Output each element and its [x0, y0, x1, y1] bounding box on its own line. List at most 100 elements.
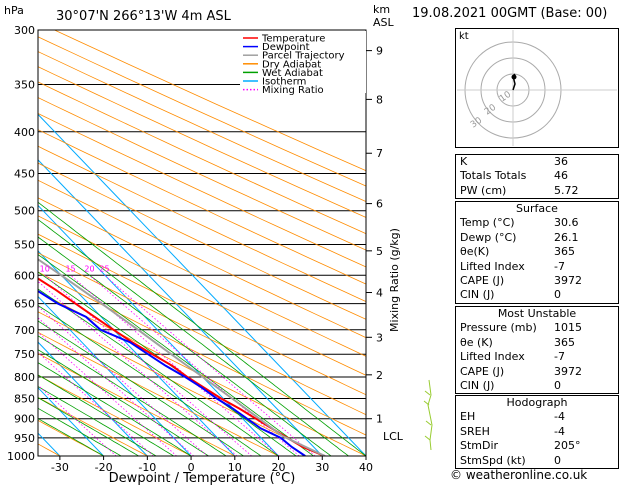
hodograph-frame	[455, 28, 619, 148]
dry-adiabat	[38, 374, 192, 456]
hodo-stmspd: StmSpd (kt) 0	[460, 453, 561, 467]
dry-adiabat	[38, 113, 366, 268]
mixing-ratio-line	[38, 384, 117, 456]
mu-cin: CIN (J) 0	[460, 378, 561, 392]
km-tick-label: 5	[376, 245, 383, 258]
hodograph-table-title: Hodograph	[506, 396, 568, 409]
km-tick-label: 8	[376, 93, 383, 106]
legend-wet-adiabat: Wet Adiabat	[262, 68, 323, 79]
most-unstable-title: Most Unstable	[497, 307, 577, 320]
wind-profile	[423, 379, 433, 451]
pressure-tick-label: 500	[14, 205, 35, 218]
pressure-tick-label: 950	[14, 432, 35, 445]
dry-adiabat	[38, 179, 366, 339]
wet-adiabat	[38, 362, 192, 456]
wind-barb	[423, 400, 430, 406]
x-tick-label: 10	[228, 461, 242, 474]
surface-cin: CIN (J) 0	[460, 288, 561, 302]
wet-adiabat	[38, 271, 297, 456]
dry-adiabat	[38, 66, 366, 218]
location-label: 30°07'N 266°13'W 4m ASL	[56, 9, 232, 24]
surface-title: Surface	[516, 202, 558, 215]
sounding-series	[38, 258, 326, 456]
surface-panel: Surface Temp (°C) 30.6 Dewp (°C) 26.1 θe(K…	[455, 201, 619, 304]
axes: 3003504004505005506006507007508008509009…	[7, 24, 404, 474]
dry-adiabat	[38, 397, 148, 456]
mu-cape: CAPE (J) 3972	[460, 364, 582, 378]
x-tick-label: 40	[359, 461, 373, 474]
mu-pressure: Pressure (mb) 1015	[460, 321, 582, 335]
x-tick-label: -30	[51, 461, 69, 474]
wet-adiabat	[38, 374, 174, 456]
x-tick-label: -10	[138, 461, 156, 474]
hodo-eh: EH -4	[460, 410, 565, 424]
surface-cape: CAPE (J) 3972	[460, 273, 582, 287]
legend-temperature: Temperature	[261, 34, 325, 45]
km-tick-label: 1	[376, 413, 383, 426]
pressure-tick-label: 550	[14, 238, 35, 251]
pressure-tick-label: 650	[14, 298, 35, 311]
dry-adiabat	[54, 30, 366, 172]
plot-frame	[37, 29, 367, 457]
isotherm	[38, 113, 366, 456]
isotherm	[38, 341, 148, 456]
index-totals: Totals Totals 46	[460, 169, 568, 183]
mixing-ratio-label: 15	[65, 264, 75, 273]
wet-adiabat	[38, 201, 366, 456]
index-k: K 36	[460, 155, 568, 168]
dry-adiabat	[38, 162, 366, 320]
pressure-tick-label: 450	[14, 167, 35, 180]
pressure-tick-label: 400	[14, 126, 35, 139]
indices-panel: K 36 Totals Totals 46 PW (cm) 5.72	[455, 154, 619, 200]
mu-thetae: θe (K) 365	[460, 335, 575, 349]
dry-adiabat	[38, 233, 366, 396]
footer-credit: © weatheronline.co.uk	[450, 468, 588, 482]
wind-barb	[424, 435, 431, 441]
pressure-tick-label: 700	[14, 324, 35, 337]
temperature-line	[38, 277, 326, 456]
isotherm	[38, 250, 236, 456]
hodograph-storm-marker	[511, 74, 517, 80]
parcel-trajectory-line	[38, 258, 326, 456]
dry-adiabat	[38, 215, 366, 376]
mixing-ratio-label: 10	[40, 264, 50, 273]
mixing-ratio-label: 25	[99, 264, 109, 273]
wet-adiabat	[38, 407, 122, 456]
pressure-tick-label: 1000	[7, 450, 35, 463]
mixing-ratio-label: 20	[84, 264, 94, 273]
mu-lifted-index: Lifted Index -7	[460, 350, 565, 364]
dry-adiabat	[38, 252, 366, 416]
mixing-ratio-line	[44, 274, 252, 456]
wet-adiabat	[38, 386, 157, 456]
pressure-unit: hPa	[4, 4, 24, 17]
hodograph-unit: kt	[459, 31, 469, 42]
mixing-ratio-axis-label: Mixing Ratio (g/kg)	[388, 228, 401, 332]
wind-barb	[425, 420, 432, 426]
surface-dewp: Dewp (°C) 26.1	[460, 230, 579, 244]
date-label: 19.08.2021 00GMT (Base: 00)	[412, 6, 608, 21]
pressure-tick-label: 300	[14, 24, 35, 37]
index-pw: PW (cm) 5.72	[460, 183, 579, 197]
dry-adiabat	[38, 36, 366, 187]
wet-adiabat	[38, 349, 209, 456]
mixing-ratio-line	[38, 317, 195, 456]
dry-adiabat	[38, 353, 235, 456]
dry-adiabat	[38, 81, 366, 235]
x-axis-label: Dewpoint / Temperature (°C)	[109, 471, 296, 486]
km-tick-label: 9	[376, 45, 383, 58]
hodo-sreh: SREH -4	[460, 424, 565, 438]
km-tick-label: 6	[376, 198, 383, 211]
km-tick-label: 7	[376, 147, 383, 160]
km-tick-label: 4	[376, 287, 383, 300]
legend-mixing-ratio: Mixing Ratio	[262, 85, 324, 96]
wet-adiabat	[38, 304, 262, 456]
legend-parcel-trajectory: Parcel Trajectory	[262, 51, 345, 62]
wet-adiabat	[38, 320, 244, 456]
dry-adiabat	[38, 311, 323, 456]
dry-adiabat	[38, 271, 366, 436]
isotherm	[38, 159, 323, 456]
legend-dewpoint: Dewpoint	[262, 42, 310, 53]
dry-adiabat	[38, 129, 366, 285]
